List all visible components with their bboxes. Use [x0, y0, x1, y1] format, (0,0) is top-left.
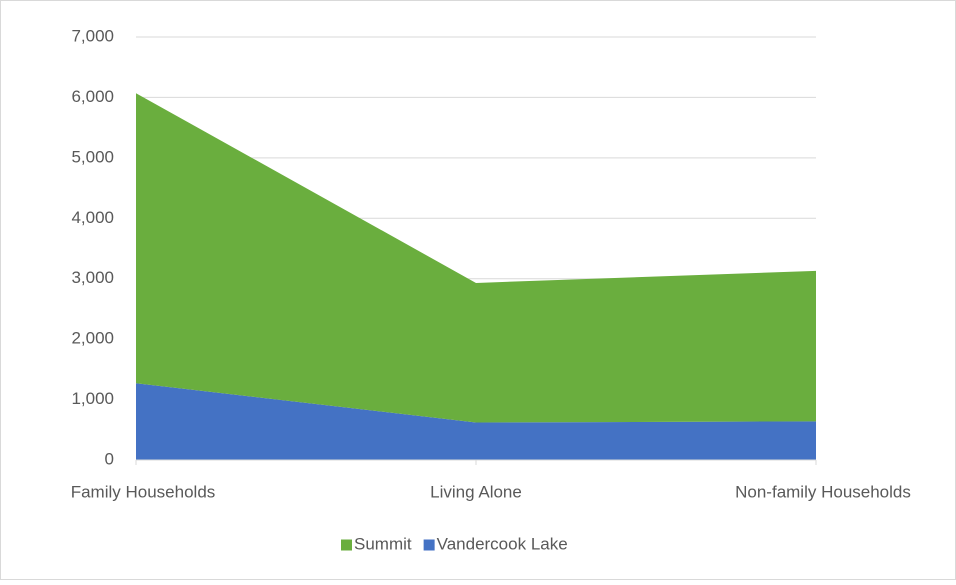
legend-swatch — [423, 539, 435, 551]
y-tick-label: 0 — [105, 449, 114, 468]
area — [136, 93, 816, 423]
y-tick-label: 4,000 — [71, 208, 114, 227]
y-tick-label: 6,000 — [71, 87, 114, 106]
areas — [136, 93, 816, 460]
y-tick-label: 7,000 — [71, 26, 114, 45]
x-tick-label: Family Households — [71, 482, 216, 501]
legend-swatch — [341, 539, 352, 551]
legend: Summit Vandercook Lake — [341, 534, 568, 553]
y-tick-label: 1,000 — [71, 389, 114, 408]
y-tick-label: 3,000 — [71, 268, 114, 287]
axes: 0 1,000 2,000 3,000 4,000 5,000 6,000 7,000 Fami… — [71, 26, 911, 501]
x-tick-label: Non-family Households — [735, 482, 911, 501]
y-tick-label: 2,000 — [71, 329, 114, 348]
legend-label: Vandercook Lake — [437, 534, 568, 553]
legend-label: Summit — [354, 534, 412, 553]
area — [136, 383, 816, 460]
y-tick-label: 5,000 — [71, 147, 114, 166]
x-tick-label: Living Alone — [430, 482, 522, 501]
